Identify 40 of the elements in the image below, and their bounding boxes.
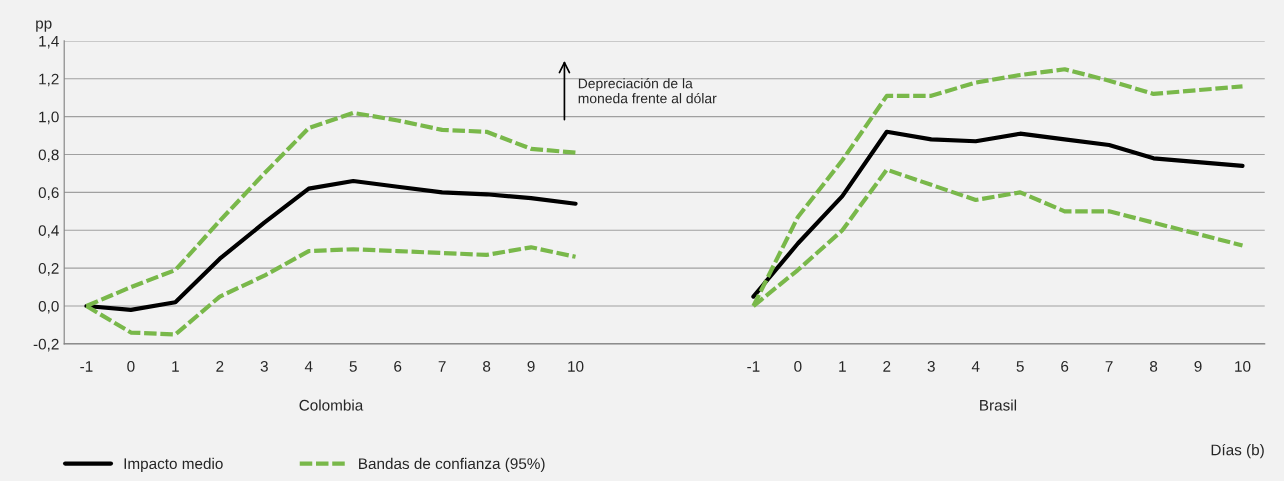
x-tick-label: 8: [1149, 360, 1158, 372]
x-tick-label: 2: [216, 360, 224, 372]
x-tick-label: 3: [927, 360, 935, 372]
y-tick-label: 0,4: [38, 225, 59, 238]
y-tick-label: 1,0: [39, 111, 59, 125]
y-tick-label: 0,8: [38, 149, 59, 163]
x-tick-label: 6: [394, 360, 402, 372]
x-tick-label: 3: [260, 360, 268, 372]
y-tick-label: -0,2: [33, 338, 59, 352]
x-tick-label: 0: [794, 360, 802, 372]
y-tick-label: 0,6: [38, 187, 59, 200]
x-tick-label: 1: [172, 361, 179, 372]
x-tick-label: 5: [349, 361, 357, 372]
x-tick-label: 1: [839, 361, 846, 372]
y-tick-label: 0,0: [38, 300, 59, 314]
x-tick-label: 4: [304, 361, 313, 372]
x-tick-label: 8: [483, 360, 491, 372]
x-tick-label: -1: [80, 361, 93, 372]
legend-label: Bandas de confianza (95%): [359, 457, 545, 473]
x-tick-label: 2: [883, 360, 891, 372]
y-tick-label: 1,2: [39, 73, 59, 87]
x-tick-label: 5: [1016, 361, 1024, 372]
annotation: Depreciación de la moneda frente al dólar: [578, 77, 717, 104]
y-axis-title: pp: [36, 20, 52, 32]
text: Brasil: [980, 399, 1017, 411]
x-tick-label: 10: [568, 360, 584, 372]
y-tick-label: 0,2: [38, 263, 59, 276]
x-tick-label: -1: [747, 361, 760, 372]
x-tick-label: 9: [1194, 360, 1202, 372]
x-tick-label: 7: [438, 361, 446, 372]
x-axis-title: Días (b): [1211, 443, 1264, 459]
x-tick-label: 4: [971, 361, 980, 372]
x-tick-label: 9: [527, 360, 535, 372]
x-tick-label: 0: [127, 360, 135, 372]
text: Colombia: [299, 399, 364, 411]
x-tick-label: 6: [1061, 360, 1069, 372]
x-tick-label: 10: [1235, 360, 1251, 372]
y-tick-label: 1,4: [39, 35, 59, 49]
legend-label: Impacto medio: [124, 457, 223, 473]
x-tick-label: 7: [1105, 361, 1113, 372]
